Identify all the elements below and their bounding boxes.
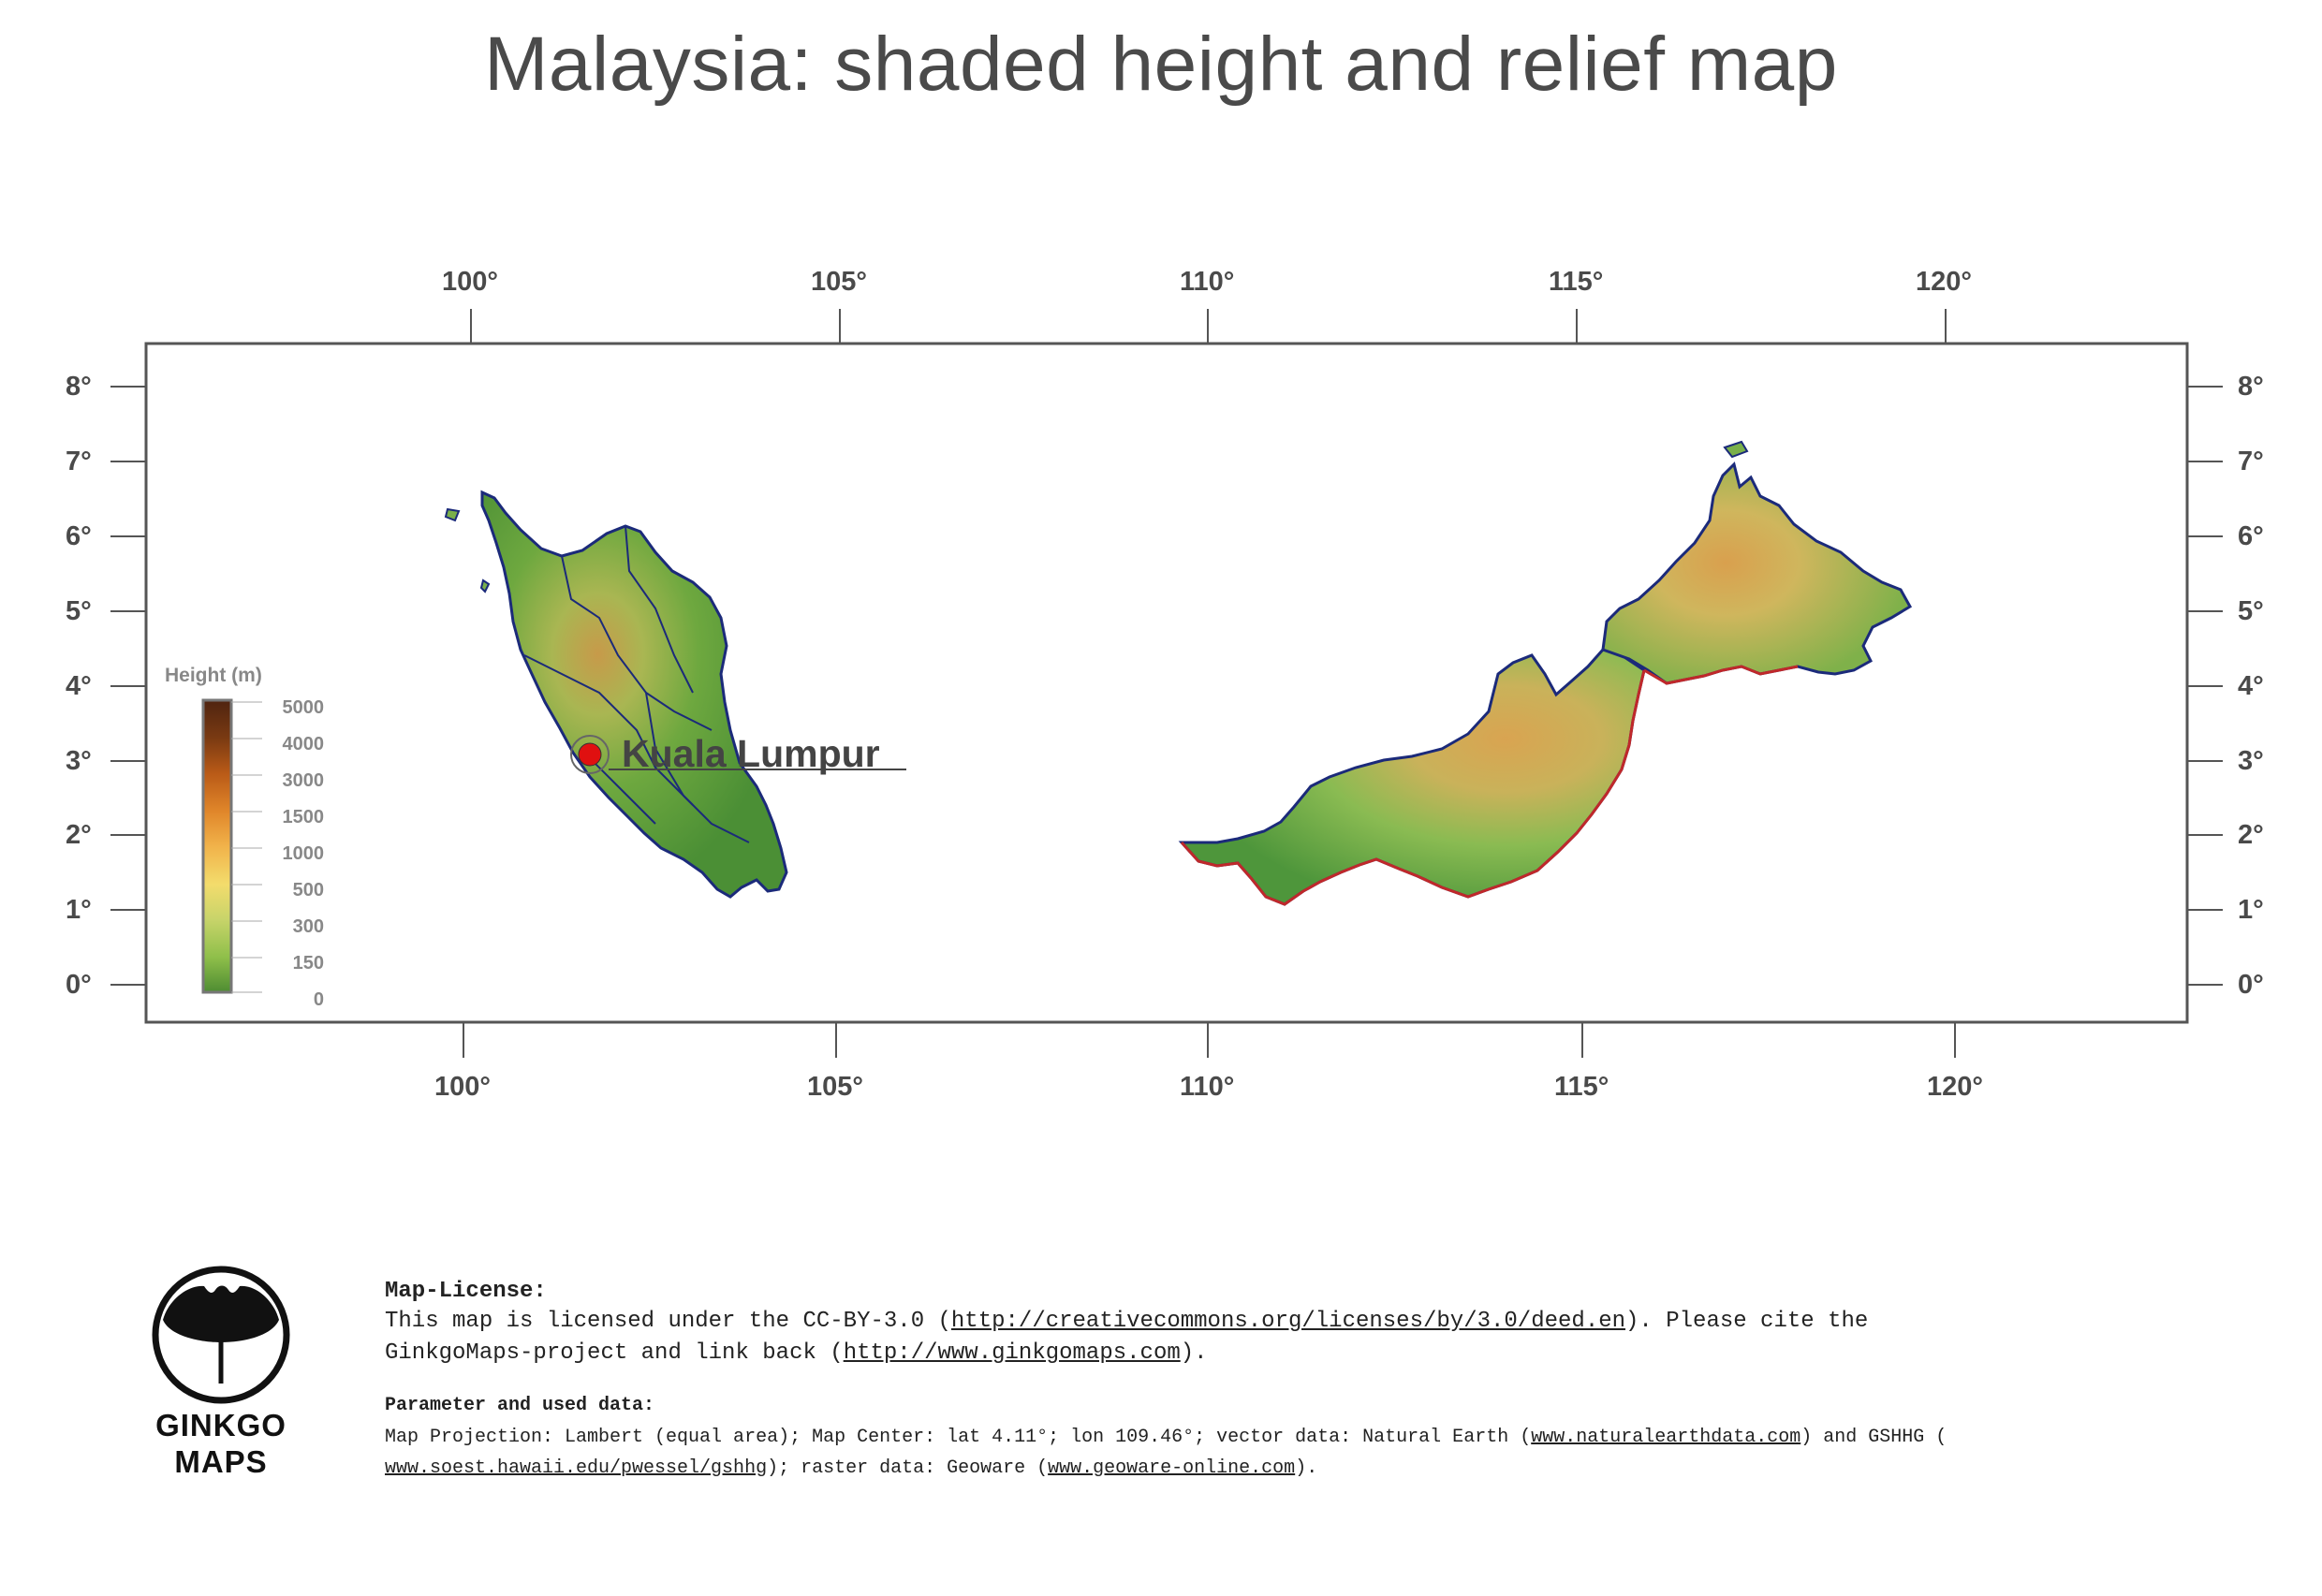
license-text: GinkgoMaps-project and link back ( [385, 1340, 844, 1366]
gshhg-link[interactable]: www.soest.hawaii.edu/pwessel/gshhg [385, 1457, 768, 1479]
height-legend [201, 698, 262, 994]
logo-text-maps: MAPS [174, 1444, 268, 1479]
lon-label-top: 115° [1549, 267, 1604, 297]
legend-tick: 500 [292, 880, 324, 900]
lat-label-left: 6° [66, 521, 92, 551]
kuala-lumpur-marker [570, 735, 906, 774]
lat-label-right: 7° [2238, 447, 2264, 476]
lat-label-right: 0° [2238, 970, 2264, 1000]
legend-tick: 0 [313, 989, 324, 1010]
lat-label-left: 2° [66, 820, 92, 850]
lat-label-left: 7° [66, 447, 92, 476]
island-langkawi [444, 507, 461, 522]
legend-tick-labels: 5000 4000 3000 1500 1000 500 300 150 0 [272, 690, 325, 1018]
legend-title: Height (m) [165, 665, 262, 686]
lon-label-bottom: 115° [1554, 1072, 1609, 1102]
lat-label-left: 8° [66, 372, 92, 402]
license-line-1: This map is licensed under the CC-BY-3.0… [385, 1309, 1868, 1334]
license-line-2: GinkgoMaps-project and link back (http:/… [385, 1340, 1208, 1366]
geoware-link[interactable]: www.geoware-online.com [1048, 1457, 1296, 1479]
lat-label-left: 0° [66, 970, 92, 1000]
lon-label-bottom: 110° [1180, 1072, 1235, 1102]
peninsular-malaysia [480, 490, 788, 899]
license-text: This map is licensed under the CC-BY-3.0… [385, 1309, 951, 1334]
lat-label-right: 5° [2238, 596, 2264, 626]
legend-colorbar [201, 698, 233, 994]
map-frame [144, 342, 2189, 1024]
map-title: Malaysia: shaded height and relief map [484, 22, 1838, 107]
parameter-text: ); raster data: Geoware ( [767, 1457, 1049, 1479]
logo-text-ginkgo: GINKGO [155, 1408, 287, 1442]
lon-label-top: 110° [1180, 267, 1235, 297]
lat-label-left: 4° [66, 671, 92, 701]
parameter-line-2: www.soest.hawaii.edu/pwessel/gshhg); ras… [385, 1457, 1317, 1479]
parameter-text: Map Projection: Lambert (equal area); Ma… [385, 1427, 1532, 1448]
sabah [1601, 461, 1913, 685]
license-text: ). [1180, 1340, 1208, 1366]
lon-label-top: 120° [1916, 267, 1972, 297]
lon-label-bottom: 105° [807, 1072, 863, 1102]
lon-label-top: 100° [442, 267, 498, 297]
city-label-kuala-lumpur: Kuala Lumpur [622, 732, 880, 775]
lon-label-bottom: 120° [1927, 1072, 1983, 1102]
legend-tick: 300 [292, 916, 324, 937]
lat-label-left: 5° [66, 596, 92, 626]
cc-license-link[interactable]: http://creativecommons.org/licenses/by/3… [950, 1309, 1626, 1334]
legend-tick: 4000 [282, 734, 325, 754]
ginkgo-logo-icon [152, 1266, 290, 1404]
lat-label-right: 4° [2238, 671, 2264, 701]
lon-label-bottom: 100° [434, 1072, 491, 1102]
legend-tick: 1000 [282, 843, 325, 864]
lat-label-left: 1° [66, 895, 92, 925]
lat-label-right: 1° [2238, 895, 2264, 925]
license-heading: Map-License: [385, 1279, 547, 1304]
parameter-text: ) and GSHHG ( [1800, 1427, 1947, 1448]
parameter-line-1: Map Projection: Lambert (equal area); Ma… [385, 1427, 1947, 1448]
legend-tick: 1500 [282, 807, 325, 827]
lon-label-top: 105° [811, 267, 867, 297]
island-penang [479, 578, 491, 593]
parameter-text: ). [1295, 1457, 1318, 1479]
license-text: ). Please cite the [1625, 1309, 1869, 1334]
legend-tick: 5000 [282, 697, 325, 718]
lat-label-right: 8° [2238, 372, 2264, 402]
legend-tick: 3000 [282, 770, 325, 791]
lat-label-right: 6° [2238, 521, 2264, 551]
ginkgomaps-link[interactable]: http://www.ginkgomaps.com [843, 1340, 1181, 1366]
lat-label-right: 2° [2238, 820, 2264, 850]
parameter-heading: Parameter and used data: [385, 1395, 655, 1416]
island-banggi [1723, 440, 1749, 459]
international-border-borneo [1180, 669, 1646, 906]
legend-tick: 150 [292, 953, 324, 974]
lat-label-left: 3° [66, 746, 92, 776]
axis-ticks [110, 309, 2223, 1058]
lat-label-right: 3° [2238, 746, 2264, 776]
sarawak [1178, 648, 1646, 906]
naturalearth-link[interactable]: www.naturalearthdata.com [1531, 1427, 1801, 1448]
